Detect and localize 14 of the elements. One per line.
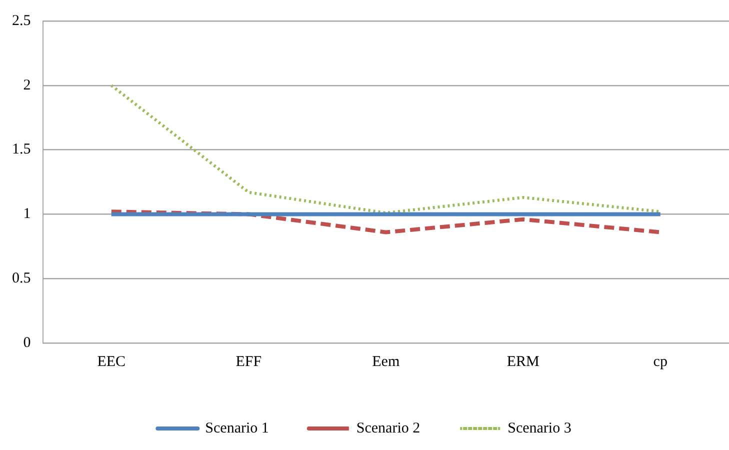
legend-label: Scenario 1: [205, 420, 269, 436]
legend-label: Scenario 3: [508, 420, 572, 436]
y-tick-label: 2.5: [12, 12, 31, 29]
y-tick-label: 0: [23, 334, 31, 351]
x-tick-label: Eem: [372, 354, 400, 370]
y-tick-label: 1.5: [12, 142, 31, 158]
x-tick-label: ERM: [506, 354, 540, 370]
x-tick-label: EFF: [236, 354, 262, 370]
x-tick-label: cp: [653, 354, 668, 370]
y-tick-label: 1: [23, 206, 31, 222]
x-tick-label: EEC: [97, 354, 126, 370]
y-tick-label: 0.5: [12, 270, 31, 287]
y-tick-label: 2: [23, 77, 31, 94]
legend-label: Scenario 2: [356, 420, 420, 436]
